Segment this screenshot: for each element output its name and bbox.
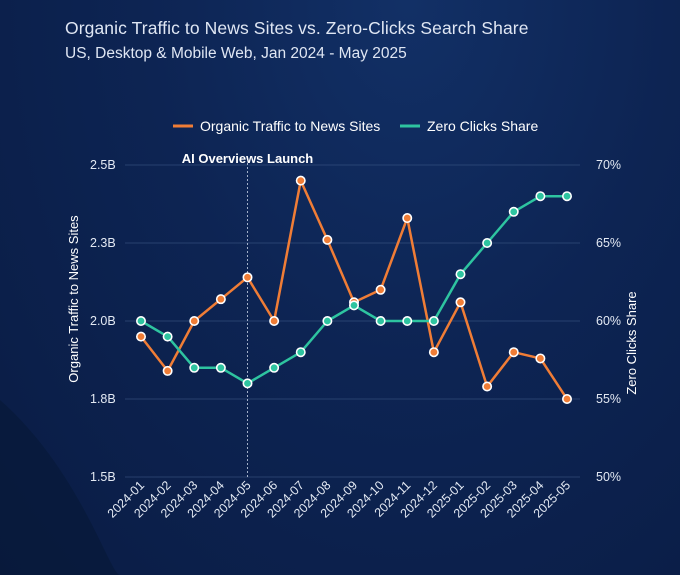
annotation-label: AI Overviews Launch — [182, 151, 314, 166]
data-point — [295, 175, 306, 186]
data-point — [375, 315, 386, 326]
data-point — [242, 378, 253, 389]
data-point — [215, 294, 226, 305]
y-axis-title: Organic Traffic to News Sites — [66, 215, 81, 383]
data-point — [322, 315, 333, 326]
y-tick-label: 2.0B — [90, 314, 116, 328]
data-point — [508, 347, 519, 358]
data-point — [402, 213, 413, 224]
data-point — [455, 297, 466, 308]
y2-axis-title: Zero Clicks Share — [624, 291, 639, 394]
series-layer — [136, 175, 572, 404]
data-point — [482, 238, 493, 249]
annotation-layer: AI Overviews Launch — [182, 151, 314, 477]
y-tick-label: 2.5B — [90, 158, 116, 172]
data-point — [189, 362, 200, 373]
data-point — [375, 284, 386, 295]
y2-tick-label: 70% — [596, 158, 621, 172]
gridlines — [125, 164, 580, 478]
series-line — [140, 179, 569, 400]
data-point — [322, 234, 333, 245]
legend: Organic Traffic to News Sites Zero Clicks… — [173, 118, 538, 134]
series-line — [140, 194, 567, 385]
data-point — [242, 272, 253, 283]
data-point — [455, 269, 466, 280]
data-point — [162, 331, 173, 342]
data-point — [482, 381, 493, 392]
data-point — [402, 315, 413, 326]
chart-title: Organic Traffic to News Sites vs. Zero-C… — [65, 18, 529, 38]
data-point — [348, 300, 359, 311]
data-point — [535, 191, 546, 202]
data-point — [162, 365, 173, 376]
axes: 1.5B 50%1.8B 55%2.0B 60%2.3B 65%2.5B 70%2024-… — [66, 158, 639, 521]
data-point — [535, 353, 546, 364]
data-point — [136, 331, 147, 342]
chart-subtitle: US, Desktop & Mobile Web, Jan 2024 - May… — [65, 45, 407, 62]
y2-tick-label: 65% — [596, 236, 621, 250]
legend-label: Organic Traffic to News Sites — [200, 118, 380, 134]
data-point — [428, 347, 439, 358]
y-tick-label: 1.5B — [90, 470, 116, 484]
y2-tick-label: 55% — [596, 392, 621, 406]
data-point — [561, 393, 572, 404]
legend-label: Zero Clicks Share — [427, 118, 538, 134]
data-point — [269, 362, 280, 373]
y-tick-label: 2.3B — [90, 236, 116, 250]
y-tick-label: 1.8B — [90, 392, 116, 406]
data-point — [428, 315, 439, 326]
data-point — [508, 206, 519, 217]
data-point — [136, 315, 147, 326]
data-point — [215, 362, 226, 373]
data-point — [561, 191, 572, 202]
data-point — [189, 315, 200, 326]
data-point — [295, 347, 306, 358]
y2-tick-label: 50% — [596, 470, 621, 484]
y2-tick-label: 60% — [596, 314, 621, 328]
data-point — [269, 315, 280, 326]
